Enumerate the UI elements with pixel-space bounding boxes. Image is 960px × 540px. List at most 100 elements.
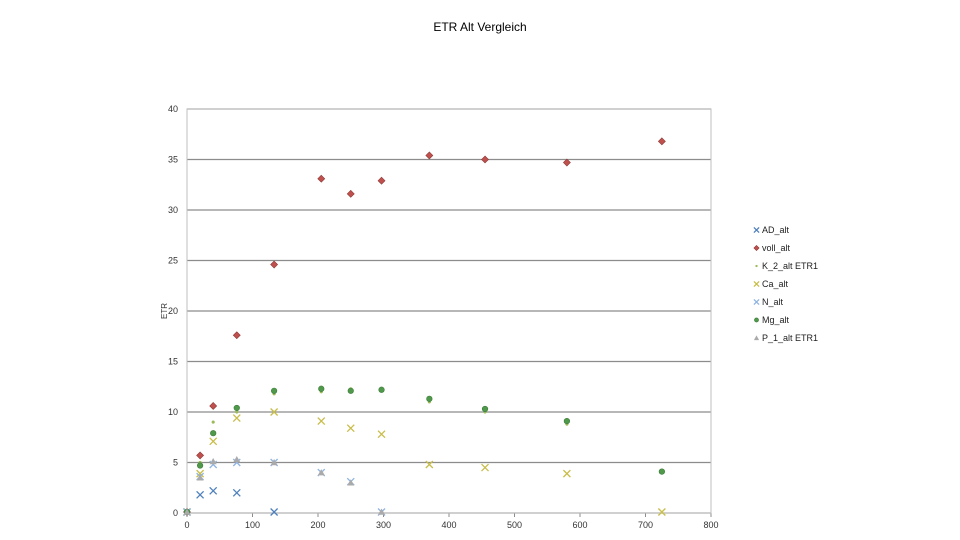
data-point [481,155,489,164]
legend-marker-shape [755,264,758,268]
legend-label: Mg_alt [762,315,790,325]
chart-title: ETR Alt Vergleich [433,20,527,34]
data-point [209,486,218,495]
data-point [378,508,386,515]
data-point [317,469,325,476]
data-point [563,417,571,425]
y-tick-label: 35 [168,155,178,165]
data-point [346,424,355,433]
data-point [426,395,433,402]
x-tick-label: 200 [310,520,325,530]
data-point [318,385,325,392]
plot-area-border [186,108,712,514]
data-points [183,137,666,516]
data-point [232,488,241,497]
y-tick-label: 10 [168,407,178,417]
data-point [481,405,489,413]
data-point [196,474,204,481]
legend-marker-icon [753,244,760,252]
data-point [197,462,204,469]
legend-item: voll_alt [752,239,818,257]
data-point [317,417,326,426]
x-tick-label: 800 [703,520,718,530]
data-point [347,387,354,394]
data-point [562,158,571,167]
data-point [347,479,355,486]
data-point [425,460,434,469]
legend-label: Ca_alt [762,279,789,289]
data-point [183,508,191,515]
legend-marker-shape [753,226,760,234]
data-point [235,410,239,414]
x-tick-label: 100 [245,520,260,530]
y-tick-label: 25 [168,256,178,266]
y-tick-label: 5 [173,458,178,468]
data-point [196,490,205,499]
legend-label: K_2_alt ETR1 [762,261,819,271]
legend-item: Mg_alt [752,311,818,329]
legend-item: N_alt [752,293,818,311]
data-point [658,468,665,475]
data-point [481,463,489,472]
legend-marker-shape [753,335,760,341]
data-point [562,469,571,478]
x-tick-label: 0 [184,520,189,530]
data-point [271,387,278,394]
data-point [270,508,279,516]
data-point [209,437,218,446]
series-ad-alt [183,486,279,516]
series-ca-alt [183,408,666,516]
data-point [425,151,434,160]
legend-marker-icon [753,280,760,288]
series-voll-alt [183,137,666,516]
data-point [211,420,215,424]
legend-marker-icon [754,317,759,323]
series-p-1-alt-etr1 [183,455,386,515]
x-tick-label: 700 [638,520,653,530]
legend-label: N_alt [762,297,784,307]
series-k-2-alt-etr1 [185,387,664,514]
x-tick-label: 400 [441,520,456,530]
legend-label: AD_alt [762,225,790,235]
legend-marker-shape [753,298,760,306]
data-point [232,414,241,423]
legend-marker-shape [754,317,759,323]
data-point [232,458,241,467]
y-tick-label: 20 [168,306,178,316]
series-mg-alt [183,385,665,516]
y-tick-label: 30 [168,205,178,215]
data-point [346,189,355,198]
y-tick-label: 15 [168,357,178,367]
y-axis-label: ETR [160,303,169,319]
legend-item: Ca_alt [752,275,818,293]
legend-item: P_1_alt ETR1 [752,329,818,347]
legend: AD_alt voll_alt K_2_alt ETR1 Ca_alt N_alt Mg_… [752,221,818,347]
data-point [196,469,205,478]
y-tick-label: 40 [168,104,178,114]
data-point [233,404,240,412]
data-point [233,455,241,463]
data-point [209,460,218,469]
legend-item: AD_alt [752,221,818,239]
data-point [270,459,278,466]
data-point [209,402,218,410]
data-point [209,457,217,465]
data-point [378,386,385,393]
legend-marker-shape [753,244,760,252]
data-point [377,176,386,185]
data-point [377,430,386,439]
legend-marker-icon [753,335,760,341]
data-point [270,260,279,269]
legend-label: P_1_alt ETR1 [762,333,819,343]
data-point [270,408,279,416]
x-tick-label: 500 [507,520,522,530]
legend-marker-icon [755,264,758,268]
data-point [210,430,217,437]
data-point [317,174,326,183]
data-point [657,508,666,516]
data-point [657,137,666,146]
legend-item: K_2_alt ETR1 [752,257,818,275]
legend-label: voll_alt [762,243,791,253]
